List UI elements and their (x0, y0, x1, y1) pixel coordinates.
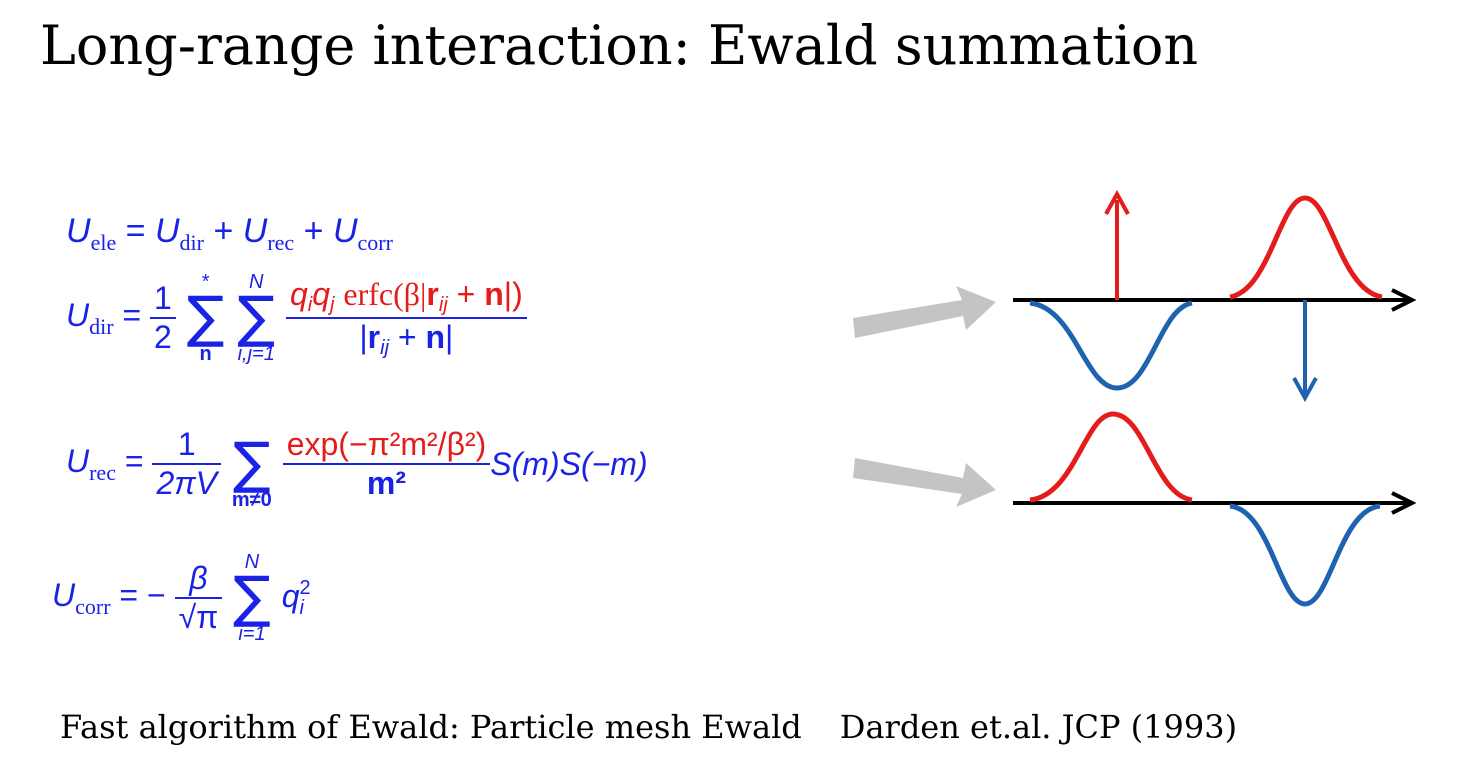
gaussian-blue-upper (1029, 300, 1193, 391)
gray-arrow-upper (853, 286, 996, 338)
sum-over-n: * ∑ n (186, 271, 225, 365)
point-charge-up-head (1104, 189, 1130, 215)
footer-algorithm: Fast algorithm of Ewald: Particle mesh E… (60, 708, 802, 746)
sum-over-i: N ∑ i=1 (233, 551, 271, 645)
axis-upper-arrowhead (1391, 288, 1417, 312)
gray-arrow-lower (853, 458, 996, 507)
gaussian-red-upper (1229, 195, 1383, 300)
equation-u-ele: Uele = Udir + Urec + Ucorr (66, 212, 393, 255)
sum-over-m: ∑ m≠0 (231, 431, 272, 511)
sum-over-ij: N ∑ i,j=1 (237, 271, 276, 365)
footer-reference: Fast algorithm of Ewald: Particle mesh E… (60, 708, 1237, 746)
point-charge-down-head (1292, 377, 1318, 403)
axis-lower-arrowhead (1391, 491, 1417, 515)
gaussian-blue-lower (1229, 503, 1381, 607)
footer-citation: Darden et.al. JCP (1993) (839, 708, 1238, 746)
gaussian-red-lower (1029, 411, 1193, 503)
slide-title: Long-range interaction: Ewald summation (40, 14, 1199, 77)
equation-u-rec: Urec = 1 2πV ∑ m≠0 exp(−π²m²/β²) m² S(m)S(… (66, 418, 648, 510)
